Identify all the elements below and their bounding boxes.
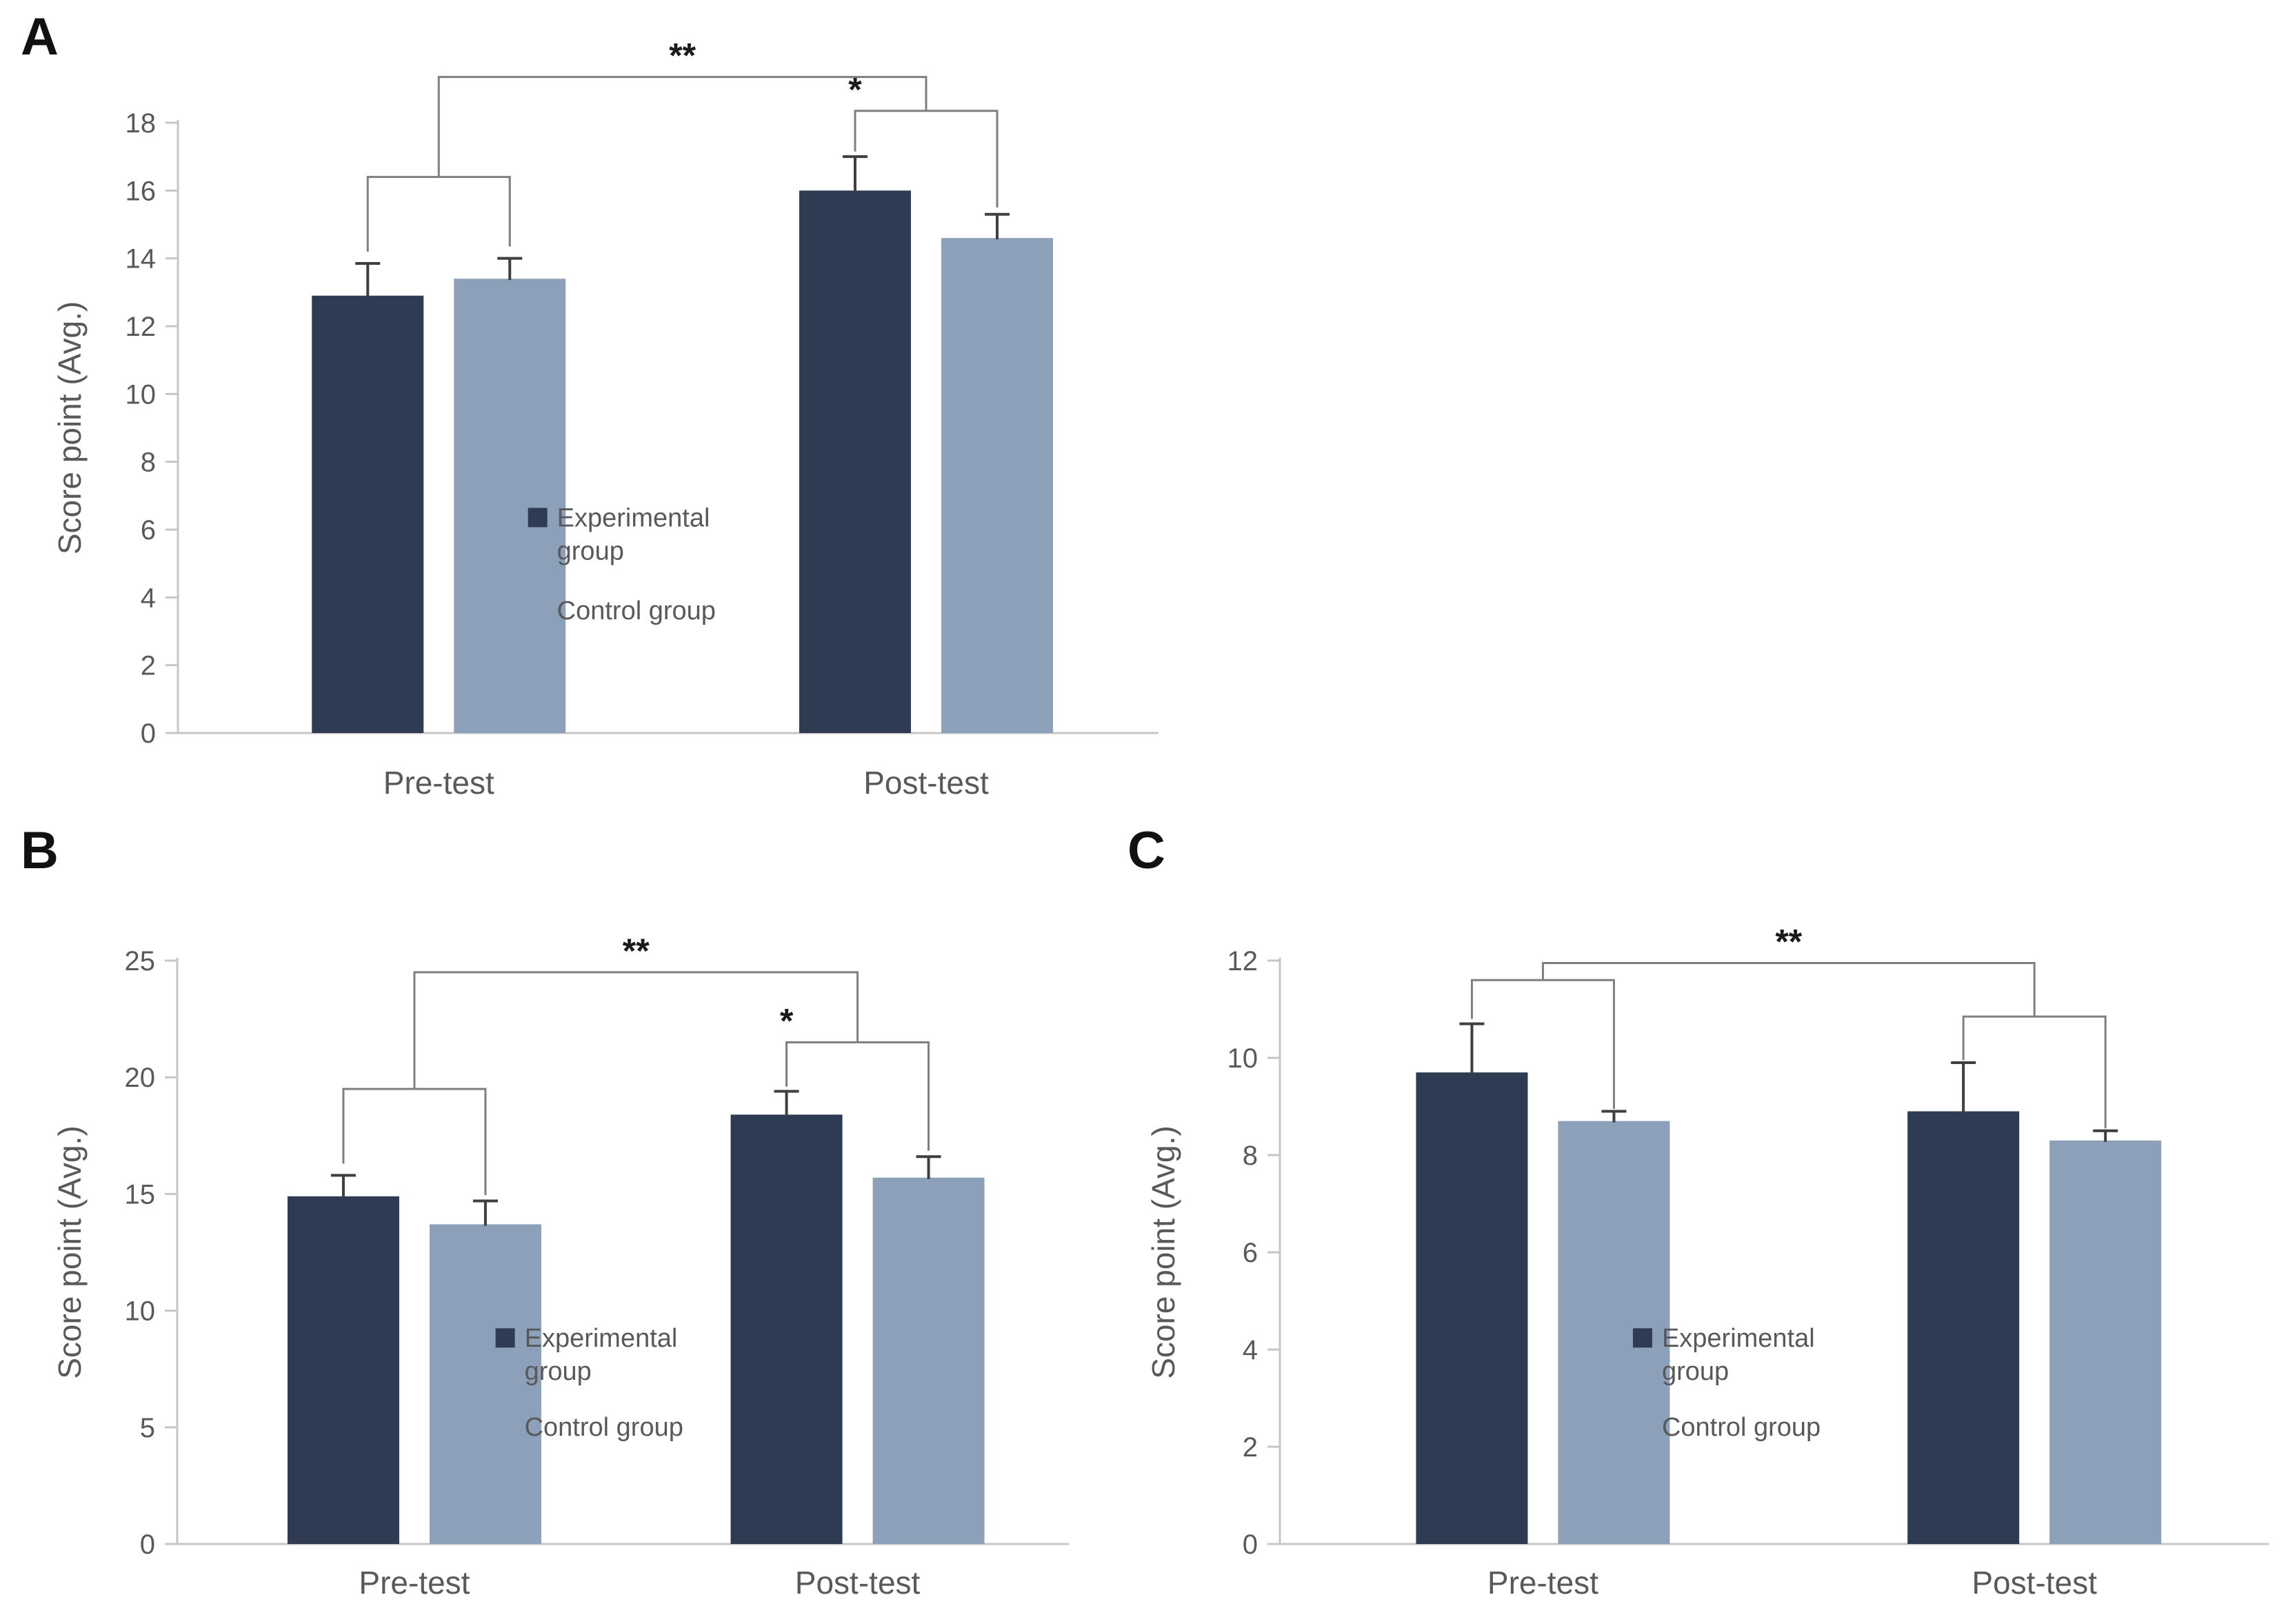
y-tick-label: 6 [141, 515, 156, 545]
y-tick-label: 0 [1243, 1530, 1258, 1560]
legend-swatch-control [495, 1416, 515, 1436]
y-axis-label: Score point (Avg.) [52, 301, 88, 554]
legend-swatch-control [528, 601, 548, 620]
bar-control-0 [429, 1224, 541, 1544]
y-tick-label: 6 [1243, 1238, 1258, 1268]
bracket [413, 971, 859, 1090]
y-axis-label: Score point (Avg.) [1145, 1125, 1181, 1379]
y-tick-label: 2 [1243, 1432, 1258, 1463]
legend-text: group [1662, 1357, 1729, 1386]
legend-text: Experimental [525, 1324, 678, 1353]
panel-c: C 0 2 4 6 8 10 12 Score point (Avg.) Pre-test Pos… [1114, 821, 2286, 1624]
bracket [437, 76, 928, 177]
bar-experimental-0 [312, 295, 424, 733]
axes: 0 2 4 6 8 10 12 Score point (Avg.) [1145, 946, 2269, 1560]
legend-text: group [557, 537, 624, 565]
bar-control-1 [872, 1177, 985, 1544]
legend: Experimental group Control group [495, 1324, 683, 1442]
bar-control-1 [2049, 1140, 2162, 1544]
significance-brackets: ** [1470, 923, 2107, 1129]
bars [1416, 1022, 2162, 1544]
y-tick-label: 20 [125, 1063, 156, 1093]
y-tick-label: 18 [126, 108, 157, 139]
y-tick-label: 15 [125, 1179, 156, 1210]
bar-experimental-1 [799, 190, 911, 733]
bar-experimental-0 [287, 1196, 399, 1544]
panel-label-b: B [21, 821, 59, 880]
bar-control-0 [454, 279, 566, 734]
y-tick-label: 0 [141, 719, 156, 749]
bar-control-0 [1558, 1121, 1670, 1544]
legend-swatch-experimental [1632, 1328, 1652, 1348]
chart-a-svg: 0 2 4 6 8 10 12 14 16 18 Score point (Avg.) Pre-tes… [52, 37, 1159, 801]
bars [312, 155, 1053, 734]
y-tick-label: 0 [140, 1530, 155, 1560]
y-tick-label: 10 [125, 1296, 156, 1327]
legend: Experimental group Control group [528, 503, 716, 625]
y-tick-label: 12 [126, 312, 157, 342]
y-tick-label: 4 [141, 583, 156, 613]
legend-swatch-experimental [495, 1328, 515, 1348]
bar-experimental-0 [1416, 1072, 1528, 1544]
y-tick-label: 25 [125, 946, 156, 976]
bar-experimental-1 [730, 1114, 843, 1544]
category-label-0: Pre-test [1487, 1565, 1598, 1601]
legend-swatch-control [1632, 1416, 1652, 1436]
legend-text: Control group [1662, 1413, 1821, 1442]
y-tick-label: 8 [141, 448, 156, 478]
panel-b: B 0 5 10 15 20 25 Score point (Avg.) Pre-test Po… [17, 821, 1083, 1624]
bracket [342, 1087, 487, 1196]
y-tick-label: 12 [1227, 946, 1259, 976]
y-tick-label: 14 [126, 244, 157, 274]
significance-brackets: *** [342, 932, 930, 1196]
y-tick-label: 5 [140, 1413, 155, 1443]
bracket [366, 176, 511, 252]
axes: 0 2 4 6 8 10 12 14 16 18 Score point (Avg.) [52, 108, 1159, 749]
bracket [854, 110, 999, 208]
y-tick-label: 10 [126, 379, 157, 410]
bracket [1541, 962, 2036, 1017]
significance-brackets: *** [366, 37, 999, 252]
legend-text: Experimental [1662, 1324, 1815, 1353]
significance-stars: ** [669, 37, 696, 75]
y-tick-label: 10 [1227, 1043, 1259, 1074]
bar-experimental-1 [1907, 1111, 2020, 1544]
significance-stars: * [848, 70, 862, 109]
panel-label-c: C [1127, 821, 1166, 880]
panel-label-a: A [21, 8, 59, 66]
chart-b-svg: 0 5 10 15 20 25 Score point (Avg.) Pre-test Post… [52, 932, 1069, 1601]
y-tick-label: 8 [1243, 1141, 1258, 1171]
y-tick-label: 2 [141, 651, 156, 681]
y-tick-label: 16 [126, 176, 157, 206]
panel-a: A 0 2 4 6 8 10 12 14 16 18 Score point (Avg.) Pre-t… [17, 7, 1231, 814]
legend-text: Control group [557, 597, 716, 625]
bar-control-1 [941, 238, 1053, 734]
significance-stars: * [780, 1001, 794, 1040]
legend-swatch-experimental [528, 508, 548, 528]
category-label-1: Post-test [863, 765, 989, 801]
significance-stars: ** [623, 932, 650, 970]
legend-text: group [525, 1357, 592, 1386]
chart-c-svg: 0 2 4 6 8 10 12 Score point (Avg.) Pre-test Post-… [1145, 923, 2269, 1601]
y-axis-label: Score point (Avg.) [52, 1125, 88, 1379]
y-tick-label: 4 [1243, 1335, 1258, 1365]
category-label-1: Post-test [1972, 1565, 2097, 1601]
legend-text: Experimental [557, 503, 710, 532]
significance-stars: ** [1775, 923, 1802, 961]
legend-text: Control group [525, 1413, 683, 1442]
bars [287, 1090, 985, 1544]
category-label-0: Pre-test [383, 765, 494, 801]
legend: Experimental group Control group [1632, 1324, 1821, 1442]
category-label-1: Post-test [795, 1565, 921, 1601]
category-label-0: Pre-test [359, 1565, 470, 1601]
